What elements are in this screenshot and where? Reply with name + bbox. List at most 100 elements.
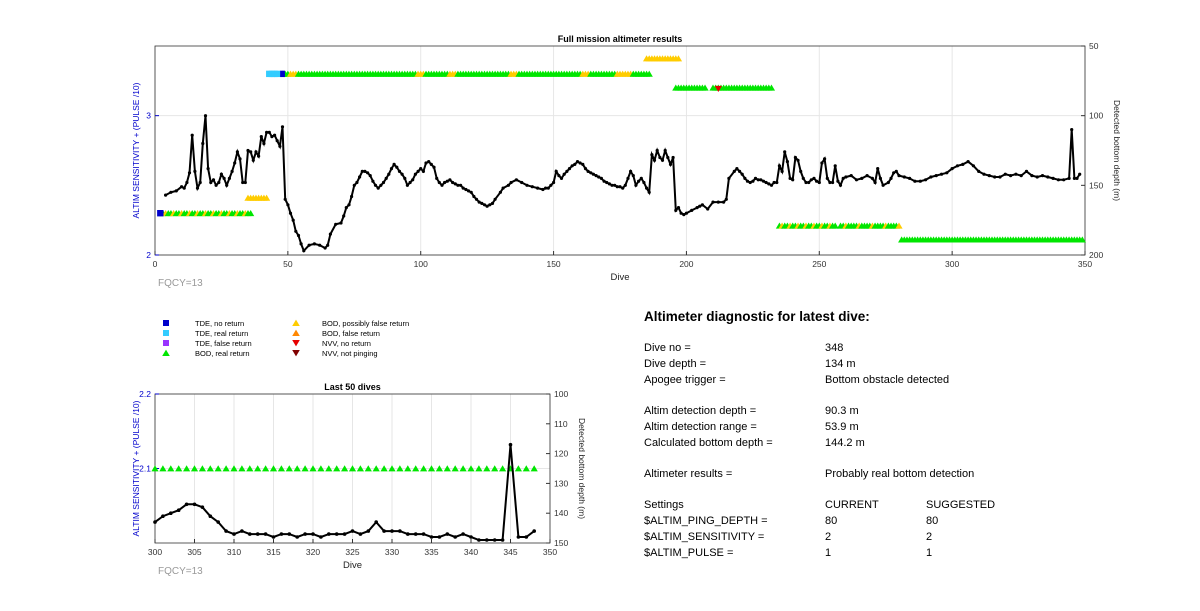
c1-depth-point (307, 243, 311, 247)
c2-bod-marker (427, 465, 436, 472)
c1-depth-point (421, 169, 425, 173)
c2-depth-point (176, 508, 181, 512)
c1-depth-point (647, 190, 651, 194)
c2-depth-point (279, 532, 284, 536)
c1-depth-point (233, 161, 237, 165)
c1-bod-marker (701, 84, 709, 91)
c2-bod-marker (475, 465, 483, 472)
c1-depth-point (185, 180, 189, 185)
c1-depth-point (408, 180, 412, 185)
c2-depth-point (342, 532, 347, 536)
c1-depth-point (841, 176, 845, 180)
c2-depth-point (413, 532, 418, 536)
c1-depth-point (453, 182, 457, 186)
c1-depth-point (589, 171, 593, 175)
c1-nvv-no-return-marker (714, 85, 722, 93)
dive-no-value: 348 (825, 342, 844, 354)
c1-depth-point (1040, 174, 1045, 178)
legend-swatch (163, 330, 169, 336)
c1-depth-point (326, 243, 330, 247)
c2-xtick-label: 310 (227, 547, 241, 557)
c1-depth-point (966, 160, 970, 164)
c1-depth-point (257, 154, 261, 158)
c1-depth-point (950, 167, 954, 171)
c2-bod-marker (238, 465, 246, 472)
c1-depth-point (360, 169, 364, 173)
c1-depth-point (559, 176, 564, 180)
legend-swatch (292, 339, 300, 347)
c2-depth-point (295, 535, 300, 539)
c1-depth-point (477, 200, 481, 204)
c2-bod-marker (356, 465, 364, 472)
c2-bod-marker (396, 465, 404, 472)
c2-depth-point (248, 532, 252, 536)
c1-depth-point (429, 162, 433, 166)
c1-depth-point (286, 203, 290, 207)
c1-depth-point (265, 130, 269, 134)
results-row: Altimeter results = Probably real bottom… (644, 466, 1164, 482)
c2-bod-marker (435, 465, 443, 472)
c2-bod-marker (483, 465, 491, 472)
c1-depth-point (801, 176, 805, 180)
c2-depth-point (461, 532, 465, 536)
c1-depth-point (892, 171, 896, 175)
c2-ytick-right-label: 140 (554, 508, 568, 518)
c1-ytick-right-label: 200 (1089, 250, 1103, 260)
c1-depth-point (567, 167, 572, 171)
c1-depth-point (466, 189, 471, 193)
c1-depth-point (793, 155, 798, 160)
c1-depth-point (544, 186, 548, 190)
c2-depth-point (500, 538, 505, 542)
c1-depth-point (791, 178, 795, 182)
c1-depth-point (445, 179, 449, 183)
c1-depth-point (389, 167, 394, 171)
c1-ytick-left-label: 2 (146, 250, 151, 260)
c1-depth-point (498, 190, 502, 194)
c2-depth-point (382, 529, 386, 533)
c1-depth-point (815, 179, 819, 183)
c1-depth-point (174, 189, 178, 193)
c1-depth-point (668, 162, 673, 166)
c1-depth-point (562, 172, 566, 176)
sensitivity-row: $ALTIM_SENSITIVITY = 2 2 (644, 529, 1164, 545)
c1-depth-point (501, 186, 505, 190)
pulse-label: $ALTIM_PULSE = (644, 547, 734, 559)
c1-depth-point (615, 185, 619, 189)
c1-depth-point (469, 190, 473, 194)
c2-ylabel-right: Detected bottom depth (m) (577, 418, 587, 519)
c1-depth-point (1075, 176, 1079, 180)
c1-depth-point (243, 180, 247, 185)
c2-bod-marker (364, 465, 372, 472)
c1-depth-point (225, 183, 229, 187)
c2-bod-marker (467, 465, 475, 472)
c2-ytick-left-label: 2.2 (139, 389, 151, 399)
c1-depth-point (767, 182, 771, 186)
c1-depth-point (1003, 172, 1007, 176)
c2-depth-point (303, 532, 307, 536)
c2-ytick-left-label: 2.1 (139, 464, 151, 474)
c2-depth-point (437, 535, 442, 539)
c1-xtick-label: 50 (283, 259, 293, 269)
c1-depth-point (397, 169, 402, 173)
c2-depth-point (421, 532, 426, 536)
c1-depth-point (379, 183, 383, 187)
c1-depth-point (1046, 175, 1050, 179)
c1-depth-point (291, 218, 295, 222)
c1-depth-point (273, 133, 277, 137)
c2-bod-marker (301, 465, 309, 472)
c1-depth-point (1009, 174, 1013, 178)
c1-depth-point (373, 183, 378, 187)
c1-ylabel-left: ALTIM SENSITIVITY + (PULSE /10) (131, 82, 141, 218)
results-value: Probably real bottom detection (825, 468, 975, 480)
c1-depth-point (488, 203, 492, 207)
c1-depth-point (437, 180, 441, 185)
c2-bod-marker (214, 465, 222, 472)
c1-depth-point (443, 180, 447, 185)
c1-depth-point (368, 174, 372, 178)
c2-depth-point (255, 532, 260, 536)
c2-bod-marker (206, 465, 214, 472)
c1-depth-point (514, 178, 519, 182)
c1-depth-point (618, 185, 622, 189)
c1-depth-point (610, 183, 614, 187)
calc-bottom-label: Calculated bottom depth = (644, 437, 773, 449)
